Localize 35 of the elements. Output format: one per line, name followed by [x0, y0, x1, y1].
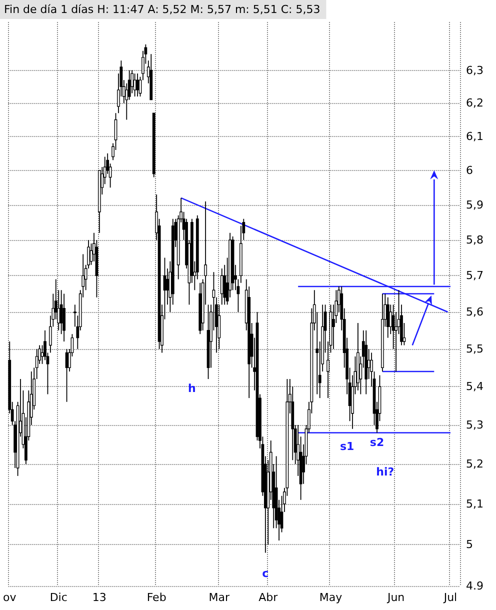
y-tick-label: 6,2	[466, 96, 484, 110]
y-tick-label: 5,4	[466, 380, 484, 394]
x-tick-label: Dic	[50, 591, 68, 604]
annotation: h	[188, 382, 196, 396]
x-tick-label: Jun	[386, 591, 405, 604]
y-tick-label: 5	[466, 538, 473, 552]
candlestick	[133, 73, 136, 97]
y-tick-label: 5,6	[466, 305, 484, 318]
y-tick-label: 5,8	[466, 233, 484, 246]
x-tick-label: Feb	[146, 591, 166, 604]
candlestick	[40, 344, 44, 364]
y-tick-label: 5,5	[466, 342, 484, 356]
x-tick-label: Jul	[442, 591, 458, 604]
annotation: s1	[340, 440, 354, 453]
candlestick	[136, 73, 139, 97]
candlestick	[386, 296, 390, 338]
x-tick-label: Abr	[258, 591, 278, 604]
y-tick-label: 5,9	[466, 198, 484, 212]
x-tick-label: ov	[2, 591, 17, 604]
y-tick-label: 6,3	[466, 64, 484, 77]
annotation: s2	[370, 436, 384, 449]
y-tick-label: 5,3	[466, 418, 484, 432]
candlestick	[62, 293, 66, 342]
chart-title: Fin de día 1 días H: 11:47 A: 5,52 M: 5,57 m: 5,51 C: 5,53	[4, 3, 320, 16]
y-tick-label: 6,1	[466, 130, 484, 143]
y-tick-label: 5,2	[466, 458, 484, 471]
y-tick-label: 6	[466, 164, 473, 177]
annotation: c	[262, 566, 269, 580]
y-tick-label: 5,7	[466, 269, 484, 282]
y-tick-label: 4.9	[466, 580, 484, 592]
x-tick-label: May	[319, 591, 343, 604]
x-tick-label: Mar	[208, 591, 230, 604]
y-tick-label: 5,1	[466, 497, 484, 510]
annotation: hi?	[376, 465, 394, 478]
x-tick-label: 13	[92, 591, 106, 604]
